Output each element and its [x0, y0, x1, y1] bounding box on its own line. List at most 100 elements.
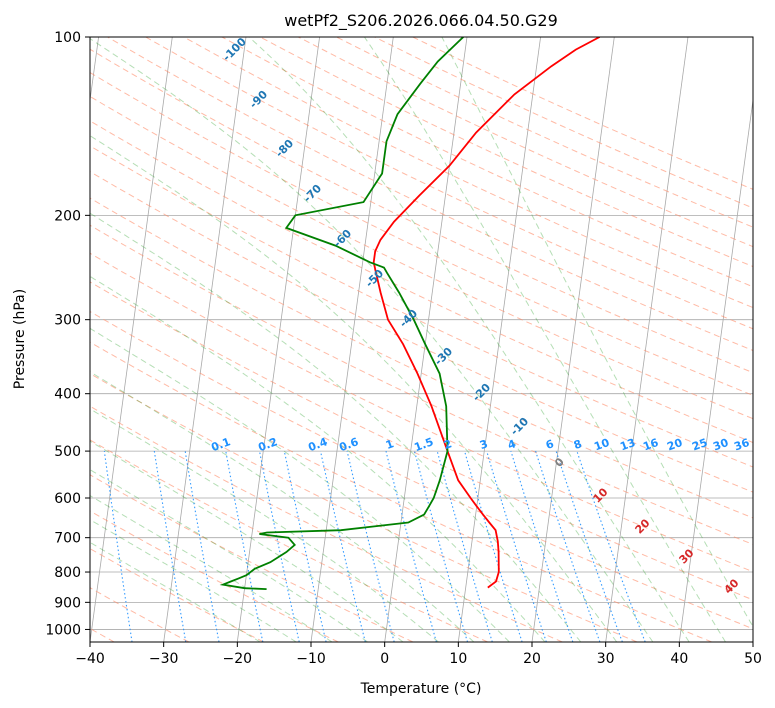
mixing-ratio-label: 36 [732, 436, 751, 454]
dry-adiabat-line [90, 71, 753, 396]
mixing-ratio-label: 25 [690, 436, 709, 453]
x-tick-label: 50 [744, 651, 762, 667]
x-tick-label: 20 [523, 651, 541, 667]
mixing-ratio-line [283, 450, 327, 642]
dry-adiabat-label: -90 [247, 88, 270, 111]
mixing-ratio-label: 0.4 [306, 435, 329, 454]
mixing-ratio-line [413, 450, 469, 642]
mixing-ratio-line [576, 450, 646, 642]
mixing-ratio-line [153, 451, 187, 642]
dry-adiabat-line [336, 37, 753, 228]
mixing-ratio-label: 0.6 [337, 435, 360, 454]
dry-adiabat-label: -10 [508, 415, 531, 438]
reference-lines [90, 37, 753, 642]
dry-adiabat-line [90, 439, 488, 642]
y-tick-label: 1000 [45, 622, 81, 638]
isotherm-line [752, 639, 753, 642]
isotherm-line [678, 97, 753, 642]
mixing-ratio-label: 20 [665, 436, 684, 454]
dewpoint-line [219, 37, 464, 590]
x-tick-label: −30 [149, 651, 179, 667]
profile-lines [219, 37, 601, 590]
mixing-ratio-label: 2 [442, 437, 454, 452]
mixing-ratio-line [184, 451, 220, 642]
mixing-ratio-label: 1.5 [412, 435, 435, 454]
moist-adiabat-line [90, 469, 368, 642]
moist-adiabat-line [90, 440, 404, 642]
mixing-ratio-line [103, 451, 133, 642]
chart-title: wetPf2_S206.2026.066.04.50.G29 [284, 11, 558, 31]
isotherm-line [236, 37, 320, 642]
moist-adiabat-line [90, 519, 297, 642]
isotherm-line [384, 37, 468, 642]
y-tick-label: 800 [54, 565, 81, 581]
y-tick-label: 200 [54, 208, 81, 224]
mixing-ratio-label: 13 [618, 436, 637, 453]
x-tick-label: 0 [380, 651, 389, 667]
y-axis-label: Pressure (hPa) [12, 289, 28, 389]
mixing-ratio-label: 30 [711, 436, 730, 454]
dry-adiabat-label: -60 [331, 227, 354, 250]
moist-adiabat-line [90, 38, 654, 642]
dry-adiabat-line [90, 373, 638, 642]
x-tick-label: −40 [75, 651, 105, 667]
moist-adiabat-line [248, 37, 690, 642]
mixing-ratio-label: 16 [641, 436, 660, 454]
mixing-ratio-label: 4 [506, 437, 518, 452]
y-tick-label: 700 [54, 531, 81, 547]
moist-adiabat-label: 20 [633, 516, 653, 536]
moist-adiabat-line [90, 541, 261, 642]
mixing-ratio-line [436, 450, 493, 642]
mixing-ratio-line [346, 450, 395, 642]
moist-adiabat-line [90, 494, 333, 642]
y-tick-label: 100 [54, 30, 81, 46]
dry-adiabat-line [90, 171, 753, 493]
dry-adiabat-line [145, 37, 753, 330]
x-tick-label: −10 [296, 651, 326, 667]
dry-adiabat-label: -80 [273, 137, 296, 160]
moist-adiabat-line [90, 212, 582, 642]
mixing-ratio-line [486, 450, 547, 642]
dry-adiabat-line [90, 281, 753, 601]
mixing-ratio-label: 0.1 [209, 435, 232, 454]
mixing-ratio-line [464, 450, 523, 642]
dry-adiabat-line [90, 405, 563, 642]
dry-adiabat-line [90, 120, 753, 444]
dry-adiabat-line [90, 474, 414, 642]
dry-adiabat-line [90, 548, 264, 642]
dry-adiabat-line [90, 341, 712, 642]
mixing-ratio-line [258, 450, 300, 642]
dry-adiabat-label: -100 [220, 35, 249, 64]
dry-adiabat-line [90, 197, 753, 519]
x-tick-label: 40 [670, 651, 688, 667]
mixing-ratio-label: 3 [478, 437, 490, 452]
isotherm-line [163, 37, 247, 642]
mixing-ratio-label: 10 [592, 436, 611, 454]
x-axis-label: Temperature (°C) [360, 681, 482, 697]
plot-frame [89, 36, 754, 643]
dry-adiabat-label: -20 [470, 381, 493, 404]
isotherm-line [90, 37, 99, 104]
isotherm-line [531, 37, 615, 642]
moist-adiabat-line [90, 371, 475, 642]
moist-adiabat-label: 10 [591, 485, 611, 505]
isotherm-line [457, 37, 541, 642]
dry-adiabat-line [259, 37, 753, 268]
mixing-ratio-line [510, 450, 574, 642]
mixing-ratio-line [555, 450, 623, 642]
y-tick-label: 900 [54, 595, 81, 611]
line-annotations: -100-90-80-70-60-50-40-30-20-10010203040… [209, 35, 751, 597]
moist-adiabat-line [363, 37, 727, 642]
mixing-ratio-line [225, 451, 264, 642]
dry-adiabat-line [90, 310, 753, 630]
moist-adiabat-label: 0 [552, 455, 567, 470]
moist-adiabat-line [90, 135, 618, 642]
dry-adiabat-label: -70 [301, 182, 324, 205]
x-tick-label: 30 [597, 651, 615, 667]
mixing-ratio-line [535, 450, 601, 642]
x-tick-label: −20 [223, 651, 253, 667]
mixing-ratio-label: 1 [384, 437, 396, 452]
axes: −40 −30 −20 −10 0 10 20 30 40 5010020030040050060… [45, 30, 762, 667]
y-tick-label: 300 [54, 313, 81, 329]
